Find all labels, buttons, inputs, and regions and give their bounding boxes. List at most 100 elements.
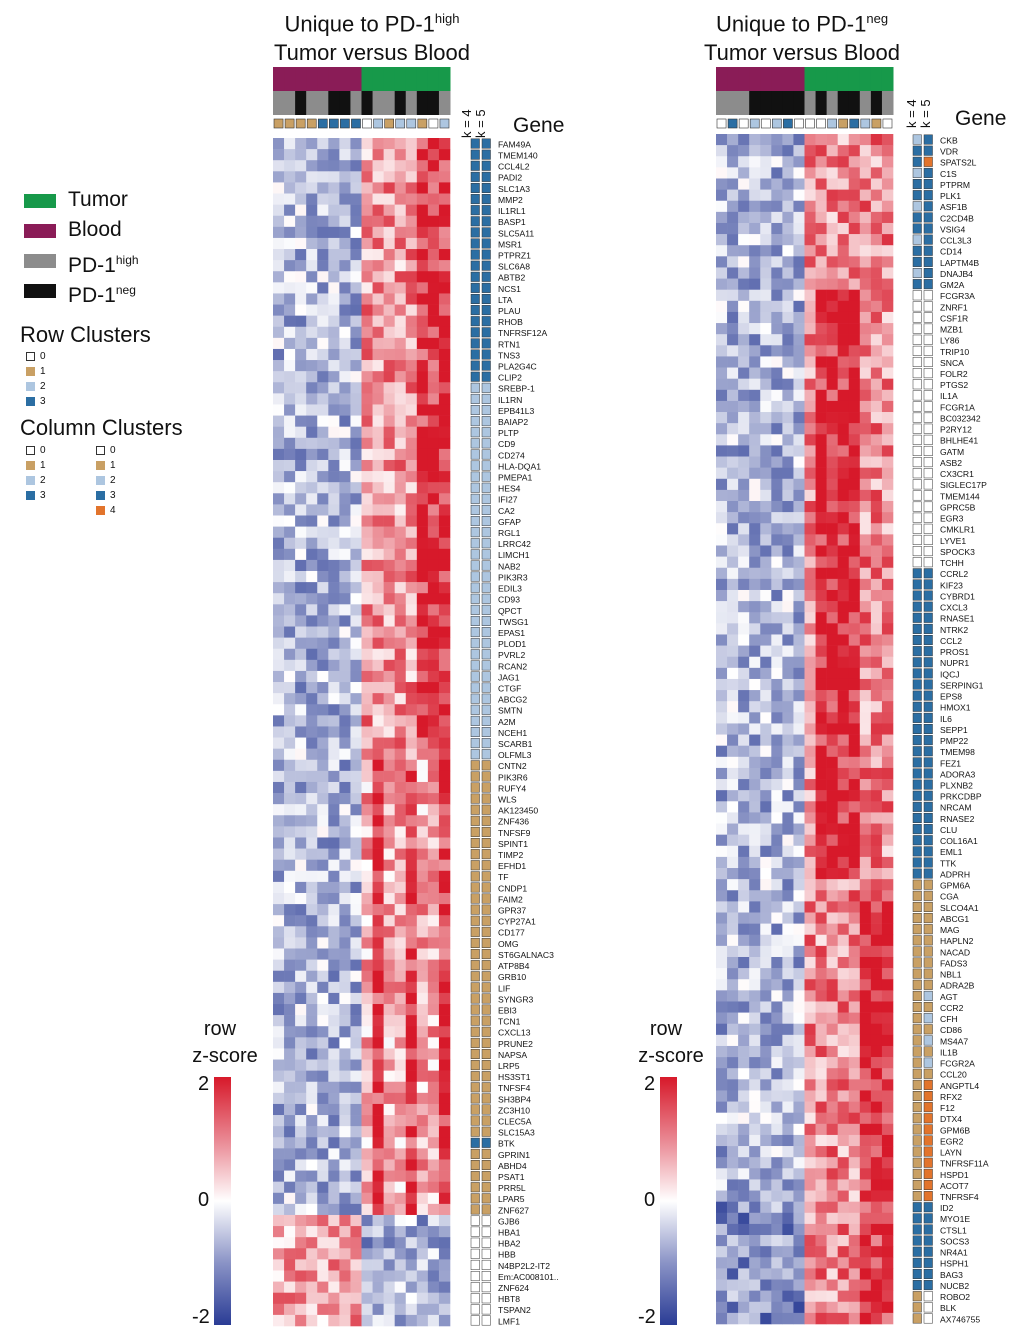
chart0-heat-cell [350, 1092, 362, 1105]
chart1-heat-cell [749, 979, 761, 991]
chart1-heat-cell [881, 678, 894, 691]
chart0-heat-cell [295, 282, 307, 294]
chart0-heat-cell [383, 559, 395, 572]
chart1-row-cluster-k4 [912, 323, 922, 334]
chart1-heat-cell [771, 1223, 783, 1236]
row-cluster-0-label: 0 [40, 351, 46, 362]
chart0-group-bar-blood [295, 67, 307, 91]
chart0-heat-cell [317, 781, 329, 794]
chart0-heat-cell [361, 1126, 373, 1138]
chart1-heat-cell [870, 345, 883, 357]
chart1-gene-label: CGA [940, 892, 959, 902]
chart0-heat-cell [306, 737, 318, 749]
chart1-heat-cell [727, 167, 739, 179]
chart0-heat-cell [405, 781, 418, 794]
chart1-heat-cell [727, 1101, 739, 1113]
chart1-row-cluster-k5 [923, 290, 933, 301]
chart1-col-cluster-cell [838, 118, 849, 129]
chart1-heat-cell [749, 1012, 761, 1025]
chart1-heat-cell [870, 890, 883, 902]
chart1-heat-cell [881, 756, 894, 769]
chart1-row-cluster-k5 [923, 1224, 933, 1235]
chart1-heat-cell [826, 756, 838, 769]
chart0-gene-label: GJB6 [498, 1216, 520, 1226]
chart0-heat-cell [416, 1270, 429, 1282]
chart1-heat-cell [826, 990, 838, 1002]
chart0-gene-label: OMG [498, 939, 519, 949]
chart1-heat-cell [771, 1112, 783, 1125]
chart0-heat-cell [317, 293, 329, 305]
chart0-row-cluster-k4 [470, 782, 480, 793]
chart0-heat-cell [317, 1026, 329, 1038]
chart0-heat-cell [416, 992, 429, 1005]
chart1-heat-cell [804, 1212, 816, 1225]
chart1-heat-cell [804, 567, 816, 580]
chart1-heat-cell [826, 645, 838, 658]
chart1-heat-cell [749, 389, 761, 402]
chart1-gene-label: P2RY12 [940, 425, 972, 435]
chart0-heat-cell [295, 1226, 307, 1238]
chart0-heat-cell [405, 626, 418, 638]
chart0-heat-cell [372, 571, 384, 583]
chart0-row-cluster-k4 [470, 316, 480, 327]
chart1-heat-cell [716, 567, 728, 580]
chart1-heat-cell [804, 1146, 816, 1158]
chart1-heat-cell [771, 901, 783, 913]
chart0-heat-cell [295, 482, 307, 494]
chart1-heat-cell [804, 234, 816, 246]
chart1-heat-cell [738, 245, 750, 257]
chart1-heat-cell [749, 167, 761, 179]
chart0-heat-cell [438, 1115, 451, 1127]
chart1-heat-cell [793, 334, 805, 346]
chart0-heat-cell [372, 215, 384, 228]
chart1-heat-cell [870, 567, 883, 580]
chart0-heat-cell [427, 304, 440, 316]
chart0-heat-cell [394, 1004, 407, 1016]
chart0-heat-cell [405, 837, 418, 849]
chart0-heat-cell [394, 482, 407, 494]
chart0-heat-cell [372, 393, 384, 405]
chart0-heat-cell [438, 815, 451, 827]
chart0-row-cluster-k4 [470, 216, 480, 227]
chart1-heat-cell [771, 200, 783, 213]
left-colorbar [214, 1077, 231, 1325]
chart1-heat-cell [749, 489, 761, 502]
chart0-heat-cell [317, 748, 329, 761]
chart0-heat-cell [339, 1070, 351, 1083]
chart1-heat-cell [837, 812, 850, 824]
chart0-heat-cell [438, 770, 451, 783]
chart1-heat-cell [837, 1190, 850, 1202]
chart0-row-cluster-k5 [481, 316, 491, 327]
chart1-heat-cell [848, 356, 861, 368]
chart0-heat-cell [405, 1059, 418, 1071]
chart0-heat-cell [427, 1015, 440, 1027]
chart0-heat-cell [394, 415, 407, 427]
chart1-heat-cell [859, 423, 872, 435]
chart0-heat-cell [405, 504, 418, 516]
chart0-heat-cell [339, 904, 351, 916]
chart1-heat-cell [782, 868, 794, 880]
chart0-row-cluster-k5 [481, 793, 491, 804]
col-cluster-b-3-swatch [96, 491, 105, 500]
chart1-heat-cell [793, 1068, 805, 1080]
chart1-heat-cell [771, 534, 783, 546]
chart1-heat-cell [793, 823, 805, 835]
chart0-heat-cell [284, 171, 296, 183]
chart1-heat-cell [782, 1168, 794, 1180]
chart1-heat-cell [804, 1257, 816, 1269]
chart0-heat-cell [306, 1037, 318, 1049]
chart0-row-cluster-k5 [481, 782, 491, 793]
chart1-heat-cell [760, 222, 772, 235]
chart1-heat-cell [848, 423, 861, 435]
chart0-heat-cell [416, 182, 429, 194]
chart0-heat-cell [306, 1226, 318, 1238]
chart0-heat-cell [317, 1214, 329, 1227]
chart1-heat-cell [848, 1190, 861, 1202]
chart1-row-cluster-k5 [923, 1013, 933, 1024]
chart1-row-cluster-k4 [912, 268, 922, 279]
chart0-heat-cell [394, 304, 407, 316]
chart1-heat-cell [716, 334, 728, 346]
chart0-heat-cell [361, 1303, 373, 1316]
chart0-heat-cell [438, 171, 451, 183]
chart0-heat-cell [372, 182, 384, 194]
